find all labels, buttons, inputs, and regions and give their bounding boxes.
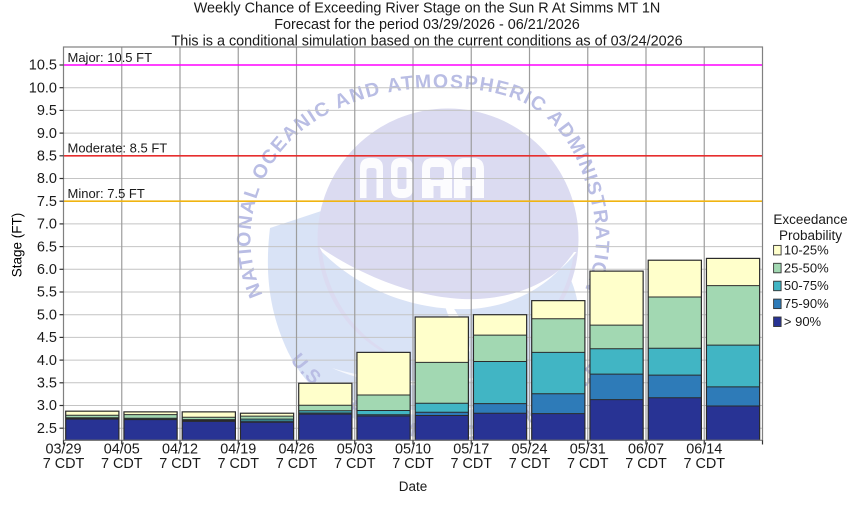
svg-text:10.5: 10.5: [29, 58, 57, 74]
svg-text:7 CDT: 7 CDT: [683, 456, 725, 472]
svg-text:5.0: 5.0: [37, 307, 57, 323]
svg-text:Stage (FT): Stage (FT): [10, 213, 25, 278]
svg-text:3.5: 3.5: [37, 376, 57, 392]
svg-text:7 CDT: 7 CDT: [217, 456, 259, 472]
svg-text:4.0: 4.0: [37, 353, 57, 369]
svg-text:10.0: 10.0: [29, 80, 57, 96]
svg-text:50-75%: 50-75%: [784, 278, 829, 293]
svg-text:7.0: 7.0: [37, 217, 57, 233]
svg-text:8.0: 8.0: [37, 171, 57, 187]
svg-text:7 CDT: 7 CDT: [334, 456, 376, 472]
svg-text:8.5: 8.5: [37, 149, 57, 165]
svg-text:Forecast for the period 03/29/: Forecast for the period 03/29/2026 - 06/…: [274, 17, 580, 33]
svg-text:25-50%: 25-50%: [784, 260, 829, 275]
svg-text:9.0: 9.0: [37, 126, 57, 142]
svg-text:2.5: 2.5: [37, 421, 57, 437]
svg-text:7 CDT: 7 CDT: [159, 456, 201, 472]
svg-text:4.5: 4.5: [37, 330, 57, 346]
svg-text:Minor: 7.5 FT: Minor: 7.5 FT: [68, 186, 145, 201]
svg-text:7 CDT: 7 CDT: [43, 456, 85, 472]
svg-text:Major: 10.5 FT: Major: 10.5 FT: [68, 50, 153, 65]
svg-text:7 CDT: 7 CDT: [567, 456, 609, 472]
svg-text:Probability: Probability: [779, 228, 842, 243]
svg-text:Exceedance: Exceedance: [773, 212, 847, 227]
svg-text:5.5: 5.5: [37, 285, 57, 301]
svg-text:Moderate: 8.5 FT: Moderate: 8.5 FT: [68, 141, 168, 156]
svg-text:This is a conditional simulati: This is a conditional simulation based o…: [171, 33, 682, 49]
svg-text:> 90%: > 90%: [784, 314, 822, 329]
svg-text:7 CDT: 7 CDT: [450, 456, 492, 472]
svg-text:7 CDT: 7 CDT: [509, 456, 551, 472]
svg-text:Date: Date: [399, 479, 428, 494]
svg-text:6.5: 6.5: [37, 239, 57, 255]
svg-text:7 CDT: 7 CDT: [392, 456, 434, 472]
svg-text:75-90%: 75-90%: [784, 296, 829, 311]
svg-text:9.5: 9.5: [37, 103, 57, 119]
svg-text:7.5: 7.5: [37, 194, 57, 210]
svg-text:7 CDT: 7 CDT: [276, 456, 318, 472]
svg-text:10-25%: 10-25%: [784, 242, 829, 257]
svg-text:3.0: 3.0: [37, 398, 57, 414]
svg-text:Weekly Chance of Exceeding Riv: Weekly Chance of Exceeding River Stage o…: [194, 1, 661, 17]
svg-text:7 CDT: 7 CDT: [101, 456, 143, 472]
svg-text:6.0: 6.0: [37, 262, 57, 278]
svg-text:7 CDT: 7 CDT: [625, 456, 667, 472]
